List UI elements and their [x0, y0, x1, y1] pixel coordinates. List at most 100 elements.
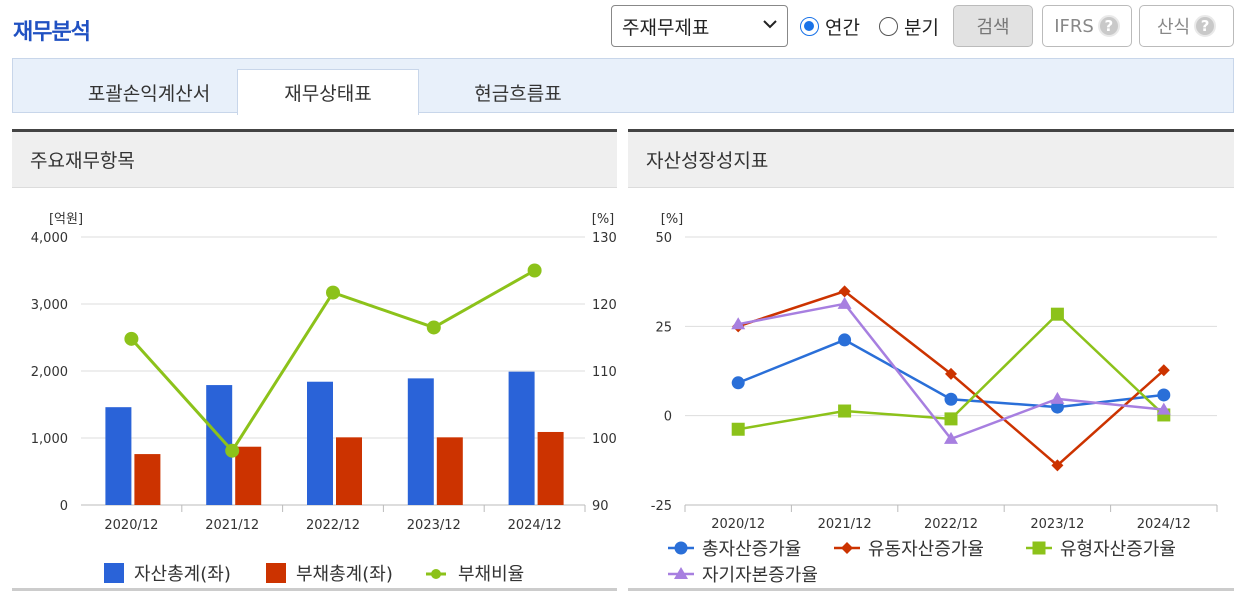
y-tick-label: 0 [60, 499, 68, 514]
search-button[interactable]: 검색 [953, 5, 1033, 47]
asset-growth-panel: 자산성장성지표 [%] -25 0 25 50 2020/12 2021/12 2022/12… [628, 129, 1234, 591]
liability-bar [436, 437, 463, 505]
panel-title: 주요재무항목 [12, 132, 617, 188]
y-tick-label: 0 [664, 410, 672, 425]
liability-bar [235, 446, 262, 505]
y2-tick-label: 110 [592, 365, 617, 380]
growth-series-point [944, 431, 958, 444]
legend-swatch-ratio-point [431, 569, 441, 579]
tab-label: 현금흐름표 [474, 82, 562, 105]
legend-label: 유동자산증가율 [868, 539, 984, 560]
y2-tick-label: 90 [592, 499, 609, 514]
financial-items-panel: 주요재무항목 [억원] [%] 0 1,000 2,000 3,000 4,000 90 100… [12, 129, 617, 591]
x-tick-label: 2023/12 [1030, 517, 1084, 532]
tab-cash-flow[interactable]: 현금흐름표 [423, 69, 613, 115]
growth-series-point [1050, 391, 1065, 404]
page-title: 재무분석 [13, 20, 91, 45]
y2-tick-label: 120 [592, 298, 617, 313]
statement-type-select[interactable]: 주재무제표 [611, 5, 788, 47]
help-icon: ? [1097, 15, 1120, 37]
legend-label: 자산총계(좌) [134, 564, 231, 585]
x-tick-label: 2024/12 [508, 518, 562, 533]
search-button-label: 검색 [976, 17, 1010, 38]
growth-series-point [945, 367, 957, 380]
y-tick-label: 1,000 [31, 432, 68, 447]
growth-series-point [837, 296, 852, 309]
growth-series-point [838, 333, 852, 347]
growth-series-point [944, 392, 958, 406]
ifrs-help-button[interactable]: IFRS ? [1042, 5, 1132, 47]
y-tick-label: -25 [651, 499, 672, 514]
y2-tick-label: 100 [592, 432, 617, 447]
legend-swatch-marker [674, 567, 688, 579]
legend-swatch-assets [104, 563, 124, 583]
growth-series-point [1157, 364, 1170, 377]
growth-series-point [731, 376, 745, 390]
debt-ratio-point [124, 331, 139, 346]
ifrs-label: IFRS [1054, 15, 1094, 37]
asset-growth-chart: [%] -25 0 25 50 2020/12 2021/12 2022/12 2023/12 2… [651, 212, 1218, 586]
debt-ratio-point [225, 443, 240, 458]
legend-label: 유형자산증가율 [1060, 539, 1176, 560]
liability-bar [537, 431, 564, 505]
tab-label: 재무상태표 [284, 83, 372, 105]
radio-quarter-dot[interactable] [879, 17, 898, 36]
y2-tick-label: 130 [592, 231, 617, 246]
tab-balance-sheet[interactable]: 재무상태표 [237, 69, 419, 115]
asset-bar [407, 378, 434, 505]
y-tick-label: 25 [655, 320, 672, 335]
growth-series-point [944, 412, 958, 426]
liability-bar [134, 454, 161, 505]
growth-series-point [731, 422, 745, 436]
financial-items-chart: [억원] [%] 0 1,000 2,000 3,000 4,000 90 100 110 120 1… [31, 212, 617, 585]
help-icon: ? [1194, 15, 1217, 37]
legend-swatch-liabilities [266, 563, 286, 583]
asset-bar [105, 407, 132, 505]
growth-series-point [1051, 459, 1064, 472]
radio-quarter-label: 분기 [904, 17, 939, 39]
statement-tabs: 포괄손익계산서 재무상태표 현금흐름표 [12, 58, 1234, 115]
growth-series-point [838, 285, 851, 298]
left-axis-unit: [억원] [49, 212, 83, 227]
debt-ratio-point [426, 320, 441, 335]
growth-series-point [1157, 388, 1171, 402]
debt-ratio-point [527, 263, 542, 278]
legend-swatch-marker [841, 542, 853, 554]
growth-series-point [838, 404, 852, 418]
tab-income-statement[interactable]: 포괄손익계산서 [49, 69, 249, 115]
legend-label: 자기자본증가율 [702, 565, 818, 586]
growth-series-point [731, 317, 746, 330]
debt-ratio-point [326, 285, 340, 300]
tab-label: 포괄손익계산서 [87, 82, 211, 105]
legend-label: 부채총계(좌) [296, 564, 393, 585]
chevron-down-icon [763, 20, 777, 29]
radio-annual[interactable]: 연간 [800, 13, 860, 40]
x-tick-label: 2022/12 [306, 518, 360, 533]
radio-quarter[interactable]: 분기 [879, 13, 939, 40]
formula-help-button[interactable]: 산식 ? [1139, 5, 1234, 47]
radio-annual-label: 연간 [825, 17, 860, 39]
liability-bar [336, 437, 362, 505]
y-tick-label: 50 [655, 231, 672, 246]
radio-annual-dot[interactable] [800, 17, 819, 36]
statement-type-value: 주재무제표 [622, 16, 710, 39]
x-tick-label: 2020/12 [711, 517, 765, 532]
formula-label: 산식 [1156, 17, 1191, 38]
asset-bar [307, 381, 333, 505]
y-axis-unit: [%] [661, 212, 684, 227]
growth-series-point [1050, 307, 1064, 321]
x-tick-label: 2022/12 [924, 517, 978, 532]
x-tick-label: 2024/12 [1137, 517, 1191, 532]
asset-bar [508, 371, 535, 505]
x-tick-label: 2023/12 [407, 518, 461, 533]
y-tick-label: 2,000 [31, 365, 68, 380]
legend-swatch-marker [674, 541, 688, 555]
right-axis-unit: [%] [592, 212, 615, 227]
y-tick-label: 3,000 [31, 298, 68, 313]
x-tick-label: 2021/12 [205, 518, 259, 533]
legend-label: 총자산증가율 [702, 539, 801, 560]
legend-swatch-marker [1032, 541, 1046, 555]
growth-series-point [1156, 402, 1171, 415]
legend-label: 부채비율 [458, 564, 524, 585]
panel-title: 자산성장성지표 [628, 132, 1234, 188]
